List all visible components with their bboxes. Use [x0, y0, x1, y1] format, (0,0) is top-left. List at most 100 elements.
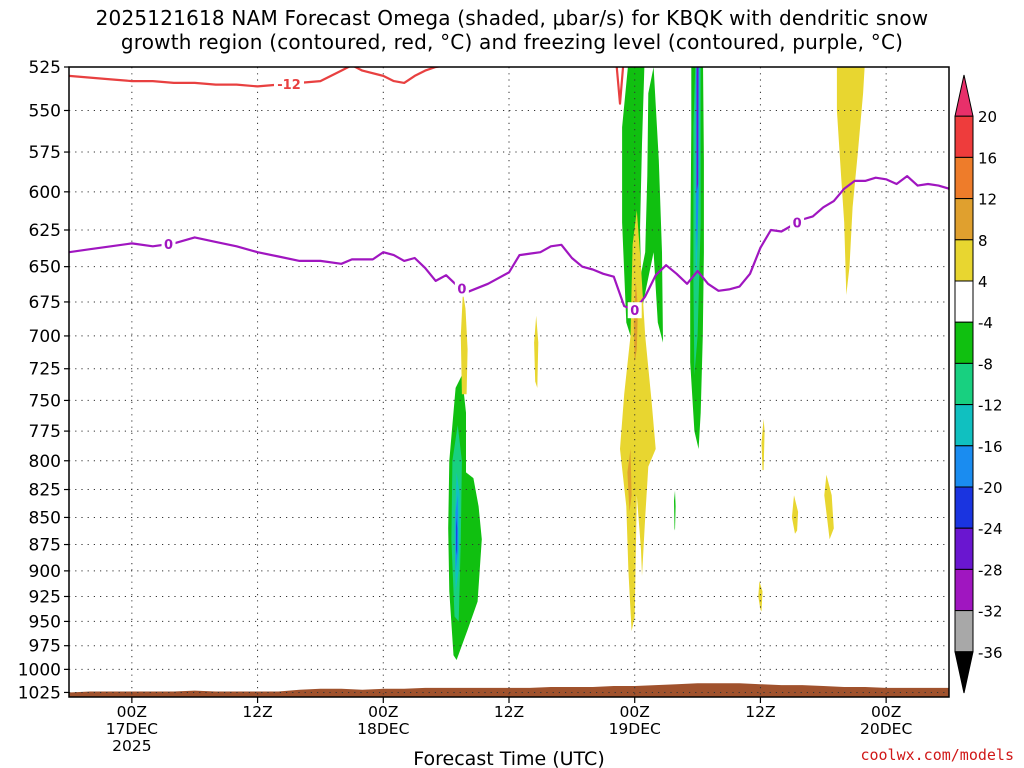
- colorbar-bin-2: [954, 156, 974, 200]
- x-tick-label-4-0: 00Z: [620, 703, 650, 721]
- colorbar-label-2: 12: [978, 191, 997, 209]
- x-axis-title: Forecast Time (UTC): [413, 748, 604, 768]
- omega-region-4: [456, 517, 458, 556]
- y-tick-label-13: 850: [29, 508, 61, 528]
- y-tick-label-5: 650: [29, 258, 61, 278]
- colorbar-bin-3: [954, 198, 974, 241]
- colorbar-label-12: -32: [978, 603, 1003, 621]
- x-tick-label-0-1: 17DEC: [106, 720, 158, 738]
- colorbar-label-6: -8: [978, 355, 993, 373]
- colorbar-bin-0: [954, 74, 974, 117]
- colorbar-label-4: 4: [978, 273, 988, 291]
- y-tick-label-12: 825: [29, 481, 61, 501]
- y-tick-label-4: 625: [29, 221, 61, 241]
- colorbar-bin-7: [954, 362, 974, 406]
- colorbar-bin-1: [954, 115, 974, 158]
- freezing-level-label-0: 0: [164, 238, 173, 253]
- dgz-contour: [69, 67, 443, 88]
- grid: [69, 67, 949, 697]
- y-tick-label-3: 600: [29, 183, 61, 203]
- colorbar-label-11: -28: [978, 561, 1003, 579]
- y-tick-label-10: 775: [29, 422, 61, 442]
- colorbar-label-8: -16: [978, 438, 1003, 456]
- dgz-contour-segment: [615, 67, 625, 105]
- dgz-label-0: -12: [277, 78, 301, 93]
- x-tick-label-5-0: 12Z: [745, 703, 775, 721]
- freezing-level-label-2: 0: [630, 304, 639, 319]
- x-tick-label-6-1: 20DEC: [860, 720, 912, 738]
- colorbar-label-10: -24: [978, 520, 1003, 538]
- dgz-label-bg-0: [274, 75, 304, 92]
- colorbar-label-13: -36: [978, 644, 1003, 662]
- freezing-level-label-bg-1: [454, 280, 469, 297]
- x-tick-label-0-2: 2025: [112, 737, 151, 755]
- colorbar-label-5: -4: [978, 314, 993, 332]
- omega-region-20: [791, 495, 799, 534]
- omega-region-5: [460, 292, 468, 395]
- colorbar-bin-14: [954, 651, 974, 694]
- x-tick-label-6-0: 00Z: [871, 703, 901, 721]
- y-tick-label-15: 900: [29, 562, 61, 582]
- x-tick-label-2-0: 00Z: [368, 703, 398, 721]
- x-tick-label-2-1: 18DEC: [357, 720, 409, 738]
- freezing-level-label-1: 0: [457, 283, 466, 298]
- plot-frame: [68, 66, 950, 698]
- omega-region-17: [758, 581, 763, 612]
- colorbar-label-1: 16: [978, 149, 997, 167]
- x-tick-label-1-0: 12Z: [242, 703, 272, 721]
- colorbar-bin-9: [954, 445, 974, 488]
- omega-region-6: [534, 315, 539, 388]
- omega-region-10: [633, 280, 638, 363]
- colorbar-bin-5: [954, 280, 974, 323]
- omega-region-18: [674, 490, 676, 531]
- colorbar-bin-8: [954, 404, 974, 447]
- y-tick-label-18: 975: [29, 637, 61, 657]
- y-axis: 525 550 575 600 625 650 675 700 725 750 775 800 825 8…: [18, 58, 69, 703]
- site-credit: coolwx.com/models: [860, 746, 1014, 764]
- freezing-level-label-bg-3: [790, 214, 805, 231]
- y-tick-label-11: 800: [29, 452, 61, 472]
- colorbar-label-7: -12: [978, 397, 1003, 415]
- y-tick-label-7: 700: [29, 327, 61, 347]
- omega-region-8: [620, 210, 656, 632]
- y-tick-label-19: 1000: [18, 660, 61, 680]
- colorbar-label-9: -20: [978, 479, 1003, 497]
- terrain: [69, 683, 949, 697]
- x-tick-label-3-0: 12Z: [494, 703, 524, 721]
- colorbar: 20 16 12 8 4 -4 -8 -12 -16 -20 -24 -28 -32 -36: [954, 74, 1003, 694]
- y-tick-label-1: 550: [29, 101, 61, 121]
- y-tick-label-8: 725: [29, 360, 61, 380]
- colorbar-bin-11: [954, 527, 974, 570]
- omega-region-15: [696, 67, 699, 192]
- omega-region-9: [627, 449, 632, 512]
- omega-region-19: [824, 474, 834, 540]
- freezing-level-contour: [69, 175, 949, 312]
- colorbar-label-0: 20: [978, 108, 997, 126]
- y-tick-label-20: 1025: [18, 683, 61, 703]
- y-tick-label-2: 575: [29, 143, 61, 163]
- contour-labels: 0 0 0 0 -12: [161, 75, 805, 319]
- chart-title-line-1: 2025121618 NAM Forecast Omega (shaded, μ…: [95, 6, 929, 30]
- y-tick-label-0: 525: [29, 58, 61, 78]
- y-tick-label-16: 925: [29, 587, 61, 607]
- chart-title-line-2: growth region (contoured, red, °C) and f…: [120, 30, 904, 54]
- y-tick-label-17: 950: [29, 612, 61, 632]
- x-tick-label-4-1: 19DEC: [609, 720, 661, 738]
- colorbar-bin-10: [954, 486, 974, 529]
- colorbar-label-3: 8: [978, 232, 988, 250]
- x-tick-label-0-0: 00Z: [117, 703, 147, 721]
- omega-region-16: [761, 418, 765, 471]
- freezing-level-label-bg-2: [627, 302, 642, 319]
- omega-region-21: [836, 67, 865, 295]
- y-tick-label-14: 875: [29, 536, 61, 556]
- y-tick-label-9: 750: [29, 391, 61, 411]
- colorbar-bin-6: [954, 321, 974, 364]
- colorbar-bin-13: [954, 610, 974, 653]
- chart-title: 2025121618 NAM Forecast Omega (shaded, μ…: [0, 6, 1024, 54]
- y-tick-label-6: 675: [29, 293, 61, 313]
- colorbar-bin-4: [954, 239, 974, 282]
- omega-shading: [448, 67, 865, 660]
- colorbar-bin-12: [954, 568, 974, 612]
